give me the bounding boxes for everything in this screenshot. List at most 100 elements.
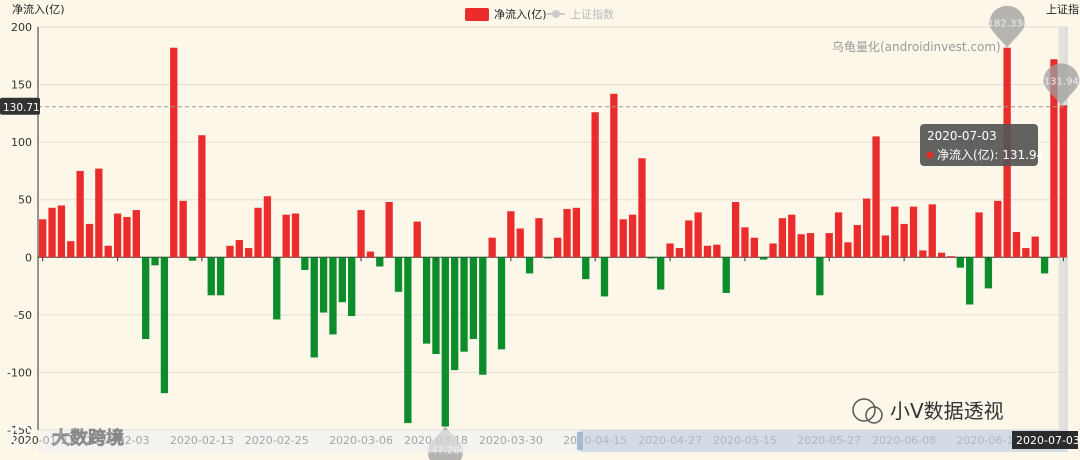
bar[interactable]: [919, 250, 927, 258]
bar[interactable]: [872, 136, 880, 258]
bar[interactable]: [863, 198, 871, 258]
bar[interactable]: [928, 204, 936, 258]
bar[interactable]: [909, 206, 918, 258]
bar[interactable]: [816, 257, 824, 296]
legend-dot-index[interactable]: [552, 10, 560, 18]
bar[interactable]: [160, 257, 169, 394]
bar[interactable]: [348, 257, 356, 317]
bar[interactable]: [394, 257, 403, 292]
bar[interactable]: [226, 245, 234, 258]
legend-label-index[interactable]: 上证指数: [570, 7, 614, 21]
bar[interactable]: [703, 245, 712, 258]
bar[interactable]: [760, 257, 768, 260]
bar[interactable]: [1040, 257, 1049, 274]
bar[interactable]: [329, 257, 337, 335]
bar[interactable]: [600, 257, 609, 297]
bar[interactable]: [610, 93, 618, 258]
bar[interactable]: [1059, 105, 1067, 258]
bar[interactable]: [647, 257, 655, 259]
bar[interactable]: [422, 257, 431, 344]
legend[interactable]: 净流入(亿) 上证指数: [465, 7, 614, 21]
bar[interactable]: [582, 257, 590, 280]
bar[interactable]: [39, 219, 47, 258]
bar[interactable]: [900, 223, 908, 258]
bar[interactable]: [947, 256, 955, 258]
bar[interactable]: [95, 168, 103, 258]
bar[interactable]: [591, 112, 599, 258]
bar[interactable]: [572, 207, 581, 258]
bar[interactable]: [825, 233, 833, 258]
bar[interactable]: [432, 257, 440, 355]
bar[interactable]: [57, 205, 66, 258]
bar[interactable]: [891, 206, 899, 258]
bar[interactable]: [301, 257, 309, 270]
bar[interactable]: [254, 207, 262, 258]
bar[interactable]: [713, 244, 721, 258]
bar[interactable]: [179, 200, 187, 258]
bar[interactable]: [1031, 236, 1039, 258]
bar[interactable]: [685, 220, 693, 258]
bar[interactable]: [319, 257, 328, 313]
bar[interactable]: [488, 237, 496, 258]
bar[interactable]: [750, 237, 758, 258]
bar[interactable]: [216, 257, 225, 296]
bar[interactable]: [104, 245, 112, 258]
bar[interactable]: [376, 257, 384, 267]
bar[interactable]: [516, 228, 524, 258]
bar[interactable]: [460, 257, 468, 352]
bar[interactable]: [235, 240, 243, 258]
bar[interactable]: [535, 218, 543, 258]
bar[interactable]: [638, 158, 646, 258]
bar[interactable]: [469, 257, 478, 340]
bar[interactable]: [731, 202, 740, 258]
bar[interactable]: [245, 248, 253, 258]
bar[interactable]: [769, 243, 777, 258]
bar[interactable]: [310, 257, 318, 358]
bar[interactable]: [666, 243, 674, 258]
datazoom-slider[interactable]: [38, 430, 1068, 452]
bar[interactable]: [797, 234, 805, 258]
bar[interactable]: [1050, 59, 1058, 258]
bar[interactable]: [497, 257, 506, 350]
bar-series-net-inflow[interactable]: [39, 27, 1068, 430]
bar[interactable]: [123, 216, 131, 258]
bar[interactable]: [291, 213, 300, 258]
bar[interactable]: [844, 242, 852, 258]
bar[interactable]: [984, 257, 993, 289]
bar[interactable]: [151, 257, 159, 266]
bar[interactable]: [404, 257, 412, 424]
bar[interactable]: [834, 212, 843, 258]
bar[interactable]: [113, 213, 122, 258]
bar[interactable]: [853, 225, 861, 258]
bar[interactable]: [525, 257, 534, 274]
bar[interactable]: [722, 257, 730, 293]
legend-swatch-net-inflow[interactable]: [465, 8, 489, 21]
bar[interactable]: [675, 248, 684, 258]
bar[interactable]: [142, 257, 150, 340]
bar[interactable]: [1012, 231, 1021, 258]
bar[interactable]: [479, 257, 487, 375]
datazoom-handle-left[interactable]: [577, 432, 583, 450]
bar[interactable]: [554, 237, 562, 258]
bar[interactable]: [657, 257, 665, 290]
bar[interactable]: [451, 257, 459, 371]
bar[interactable]: [198, 135, 206, 258]
bar[interactable]: [619, 219, 627, 258]
bar[interactable]: [994, 200, 1002, 258]
bar[interactable]: [806, 233, 815, 258]
bar[interactable]: [628, 214, 637, 258]
bar[interactable]: [132, 210, 140, 258]
bar[interactable]: [366, 251, 375, 258]
bar[interactable]: [441, 257, 449, 427]
bar[interactable]: [413, 221, 421, 258]
bar[interactable]: [563, 208, 571, 258]
bar[interactable]: [966, 257, 974, 305]
bar[interactable]: [741, 227, 749, 258]
bar[interactable]: [975, 212, 983, 258]
bar[interactable]: [788, 214, 796, 258]
bar[interactable]: [881, 235, 890, 258]
bar[interactable]: [1022, 248, 1030, 258]
bar[interactable]: [207, 257, 215, 296]
bar[interactable]: [357, 210, 365, 258]
bar[interactable]: [778, 218, 787, 258]
